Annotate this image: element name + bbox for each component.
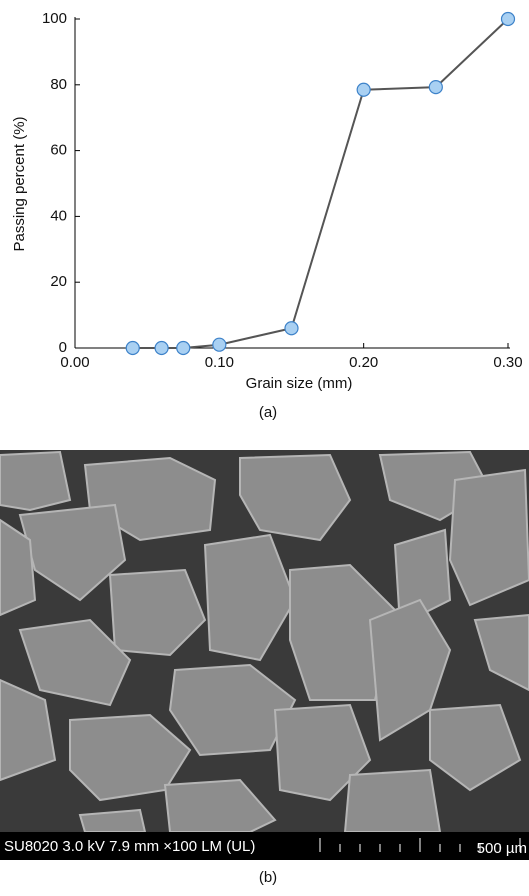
data-point — [429, 81, 442, 94]
series-line — [133, 19, 508, 348]
y-axis-label: Passing percent (%) — [11, 116, 28, 251]
y-tick-label: 20 — [50, 273, 67, 290]
data-point — [126, 342, 139, 355]
x-axis-label: Grain size (mm) — [246, 375, 353, 392]
y-tick-label: 80 — [50, 76, 67, 93]
data-point — [357, 83, 370, 96]
caption-b: (b) — [259, 869, 277, 886]
y-tick-label: 40 — [50, 207, 67, 224]
data-point — [177, 342, 190, 355]
x-tick-label: 0.20 — [349, 354, 378, 371]
data-point — [285, 322, 298, 335]
x-tick-label: 0.00 — [60, 354, 89, 371]
data-point — [155, 342, 168, 355]
scale-bar-label: 500 µm — [477, 840, 527, 857]
caption-a: (a) — [259, 404, 277, 421]
data-point — [213, 338, 226, 351]
data-point — [502, 13, 515, 26]
y-tick-label: 100 — [42, 10, 67, 27]
figure: Grain size (mm) Passing percent (%) (a) — [0, 0, 529, 891]
x-tick-label: 0.30 — [493, 354, 522, 371]
sem-image: SU8020 3.0 kV 7.9 mm ×100 LM (UL) 500 µm — [0, 450, 529, 860]
sem-info: SU8020 3.0 kV 7.9 mm ×100 LM (UL) — [4, 838, 255, 855]
x-tick-label: 0.10 — [205, 354, 234, 371]
y-tick-label: 60 — [50, 142, 67, 159]
